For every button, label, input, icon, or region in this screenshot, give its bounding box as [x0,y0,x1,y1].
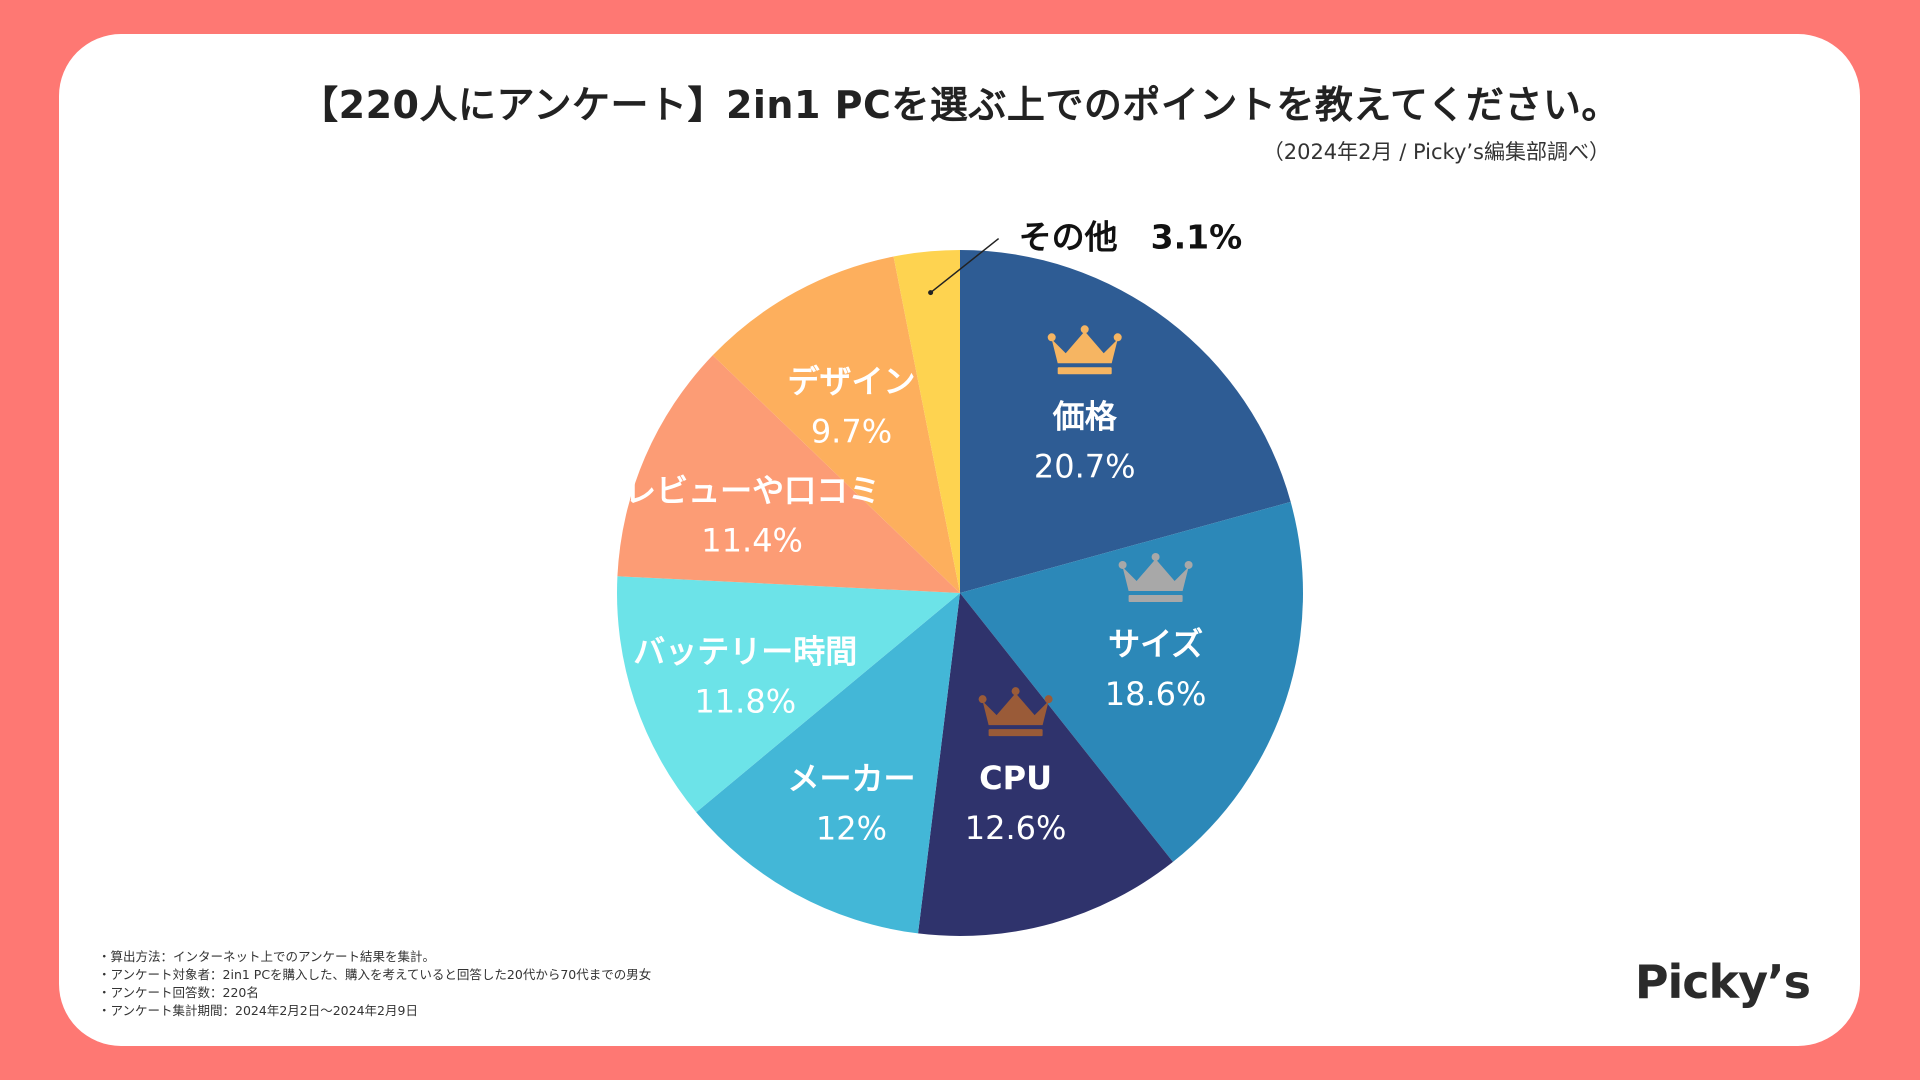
slice-pct-3: 12% [816,810,887,848]
chart-source: （2024年2月 / Picky’s編集部調べ） [1262,140,1610,164]
pie-slice-7 [893,250,960,593]
pie-slice-0 [960,250,1291,593]
slice-pct-1: 18.6% [1105,675,1207,713]
leader-dot [928,290,934,296]
note-target: アンケート対象者：2in1 PCを購入した、購入を考えていると回答した20代から… [98,966,652,984]
pie-slice-6 [712,256,960,593]
survey-notes: 算出方法：インターネット上でのアンケート結果を集計。 アンケート対象者：2in1… [98,948,652,1020]
slice-pct-4: 11.8% [694,683,796,721]
pie-slice-2 [918,593,1173,936]
note-method: 算出方法：インターネット上でのアンケート結果を集計。 [98,948,651,966]
pie-slice-4 [617,576,960,813]
chart-title: 【220人にアンケート】2in1 PCを選ぶ上でのポイントを教えてください。 [300,83,1620,127]
crown-icon-rank-3 [978,687,1053,737]
note-count: アンケート回答数：220名 [98,984,651,1002]
leader-line [930,238,1000,294]
note-period: アンケート集計期間：2024年2月2日〜2024年2月9日 [98,1002,651,1020]
slice-pct-2: 12.6% [965,809,1067,847]
pie-slice-5 [617,355,960,593]
slice-label-4: バッテリー時間 [633,633,857,671]
slice-label-5: レビューや口コミ [624,471,880,509]
slice-label-2: CPU [979,759,1052,797]
slice-label-3: メーカー [787,760,915,798]
slice-label-1: サイズ [1108,625,1203,663]
slice-pct-5: 11.4% [701,521,803,559]
pie-slice-3 [696,593,960,934]
crown-icon-rank-1 [1047,325,1122,375]
crown-icon-rank-2 [1118,552,1193,602]
slice-label-other: その他 3.1% [1019,218,1243,257]
slice-pct-0: 20.7% [1034,447,1136,485]
slice-label-0: 価格 [1052,397,1118,435]
brand-logo: Picky’s [1634,955,1811,1009]
pie-slice-1 [960,501,1303,862]
slice-label-6: デザイン [787,362,915,400]
slice-pct-6: 9.7% [811,412,892,450]
